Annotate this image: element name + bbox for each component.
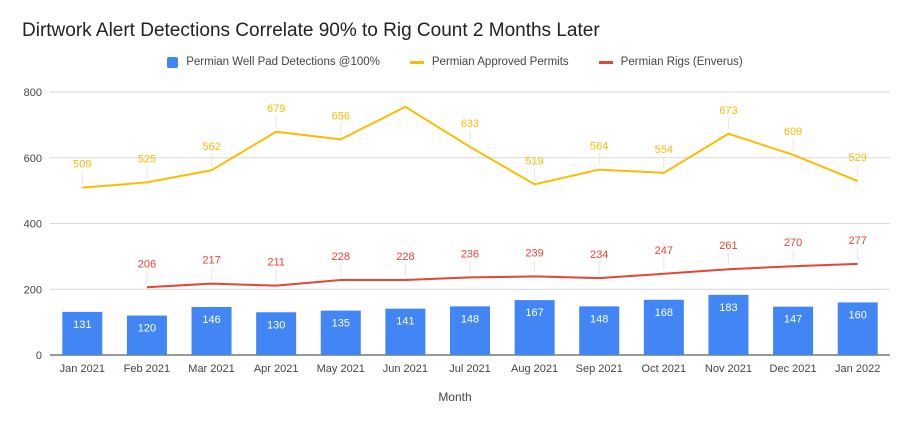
rigs-data-label: 228 [396,251,414,263]
rigs-data-label: 234 [590,249,608,261]
x-tick-label: Feb 2021 [124,363,170,375]
permits-data-label: 509 [73,159,91,171]
x-tick-label: Mar 2021 [188,363,234,375]
x-tick-label: Jul 2021 [449,363,491,375]
legend-item-rigs[interactable]: Permian Rigs (Enverus) [598,56,743,68]
chart-title: Dirtwork Alert Detections Correlate 90% … [22,20,600,41]
x-axis-title: Month [438,390,472,404]
legend-swatch-rigs [598,60,613,64]
permits-data-label: 609 [784,126,802,138]
rigs-data-label: 239 [525,247,543,259]
x-tick-label: Oct 2021 [642,363,687,375]
rigs-line [146,262,858,289]
legend-item-permits[interactable]: Permian Approved Permits [409,56,569,68]
bar-data-label: 148 [461,313,479,325]
bar-data-label: 131 [73,319,91,331]
rigs-data-label: 211 [267,257,285,269]
bar [579,306,620,355]
bar [385,308,426,355]
legend-label-detections: Permian Well Pad Detections @100% [186,56,380,68]
permits-data-label: 525 [138,153,156,165]
bar [126,315,167,355]
bar-data-label: 135 [332,318,350,330]
x-tick-label: Jan 2022 [835,363,880,375]
y-tick-label: 0 [36,350,42,362]
rigs-data-label: 270 [784,237,802,249]
permits-data-label: 519 [525,155,543,167]
legend-label-rigs: Permian Rigs (Enverus) [620,56,743,68]
legend-label-permits: Permian Approved Permits [431,56,569,68]
permits-data-label: 656 [332,110,350,122]
legend-swatch-permits [409,60,424,64]
x-tick-label: Apr 2021 [254,363,299,375]
permits-data-label: 529 [849,152,867,164]
rigs-data-label: 228 [332,251,350,263]
legend-swatch-detections [167,56,179,68]
legend-item-detections[interactable]: Permian Well Pad Detections @100% [167,56,380,68]
bar-data-label: 168 [655,307,673,319]
bar [643,299,684,355]
x-tick-label: Jan 2021 [60,363,105,375]
y-tick-label: 400 [24,219,42,231]
bar [450,306,490,355]
rigs-data-label: 277 [849,235,867,247]
bar [256,312,297,355]
bar [514,300,555,355]
x-tick-label: May 2021 [317,363,365,375]
bar-data-label: 146 [202,314,220,326]
y-tick-label: 800 [24,87,42,99]
bar-data-label: 167 [525,307,543,319]
rigs-data-label: 217 [202,255,220,267]
rigs-data-label: 206 [138,258,156,270]
bar [837,302,878,355]
x-tick-label: Dec 2021 [770,363,817,375]
permits-data-label: 673 [719,105,737,117]
rigs-data-label: 236 [461,248,479,260]
bar-data-label: 148 [590,313,608,325]
permits-data-label: 633 [461,118,479,130]
x-tick-label: Nov 2021 [705,363,752,375]
permits-data-label: 564 [590,141,608,153]
y-tick-label: 600 [24,153,42,165]
bar [773,306,814,355]
y-tick-label: 200 [24,284,42,296]
x-tick-label: Aug 2021 [511,363,558,375]
permits-data-label: 679 [267,103,285,115]
bar [191,307,232,355]
permits-data-label: 562 [202,141,220,153]
bar [708,294,749,355]
x-tick-label: Jun 2021 [383,363,428,375]
bar-data-label: 160 [849,309,867,321]
permits-line [82,105,859,189]
permits-data-label: 554 [655,144,673,156]
bar-data-label: 120 [138,323,156,335]
bar-data-label: 183 [719,302,737,314]
bar-data-label: 130 [267,319,285,331]
bar [320,310,361,355]
bar [62,311,103,355]
bar-data-label: 147 [784,314,802,326]
x-tick-label: Sep 2021 [576,363,623,375]
rigs-data-label: 261 [719,240,737,252]
legend: Permian Well Pad Detections @100% Permia… [0,56,910,68]
bar-data-label: 141 [396,316,414,328]
rigs-data-label: 247 [655,245,673,257]
